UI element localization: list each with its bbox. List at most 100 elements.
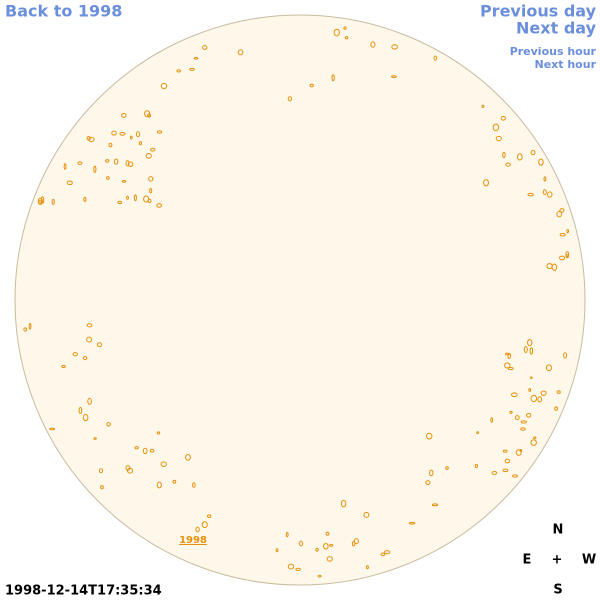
contour: [87, 397, 92, 405]
previous-hour-link[interactable]: Previous hour: [510, 45, 597, 58]
contour: [147, 113, 152, 118]
contour: [96, 342, 103, 348]
contour: [295, 567, 301, 571]
contour: [527, 339, 533, 347]
contour: [340, 499, 347, 508]
contour: [77, 161, 83, 166]
contour: [425, 480, 431, 486]
contour: [504, 458, 511, 464]
contour: [88, 136, 95, 143]
contour: [285, 531, 289, 538]
contour: [193, 56, 199, 60]
contour: [445, 466, 449, 470]
contour: [86, 323, 93, 328]
contour: [72, 352, 79, 357]
previous-day-link[interactable]: Previous day: [480, 2, 597, 21]
contour: [504, 362, 511, 369]
contour: [542, 189, 547, 196]
contour: [507, 367, 514, 371]
contour: [563, 352, 568, 359]
contour: [185, 453, 191, 461]
contour: [509, 410, 513, 414]
contour: [528, 388, 532, 392]
contour: [66, 180, 73, 186]
compass-north: N: [553, 523, 564, 538]
contour: [566, 229, 569, 234]
contour: [237, 49, 244, 56]
contour: [160, 82, 168, 90]
contour: [156, 203, 162, 208]
magnetogram-contours: [23, 26, 570, 578]
contour: [83, 196, 87, 202]
contour: [127, 161, 134, 168]
contour: [325, 531, 330, 536]
contour: [93, 165, 97, 173]
contour: [133, 194, 137, 202]
contour: [333, 28, 340, 37]
contour: [106, 422, 111, 427]
contour: [329, 544, 334, 547]
contour: [63, 163, 67, 170]
contour: [149, 448, 155, 453]
contour: [545, 364, 553, 372]
compass-center: +: [552, 553, 563, 568]
solar-disk: [14, 14, 586, 586]
contour: [201, 521, 208, 529]
back-link[interactable]: Back to 1998: [5, 2, 122, 21]
year-marker[interactable]: 1998: [179, 535, 207, 546]
contour: [150, 147, 156, 152]
contour: [201, 45, 208, 50]
contour: [126, 195, 129, 200]
contour: [343, 26, 347, 30]
compass-west: W: [582, 553, 596, 568]
contour: [559, 233, 566, 237]
contour: [206, 514, 212, 519]
contour: [138, 141, 143, 146]
contour: [113, 158, 119, 165]
contour: [546, 262, 553, 270]
contour: [431, 503, 439, 507]
next-day-link[interactable]: Next day: [516, 19, 597, 38]
contour: [82, 413, 89, 422]
contour: [530, 439, 537, 446]
contour: [483, 179, 489, 187]
next-hour-link[interactable]: Next hour: [535, 58, 597, 71]
contour: [28, 322, 32, 330]
contour: [530, 150, 536, 156]
contour: [481, 104, 485, 108]
contour: [492, 123, 500, 132]
contour: [130, 135, 133, 140]
contour: [502, 468, 509, 473]
contour: [149, 188, 153, 194]
contour: [106, 176, 110, 180]
contour: [495, 135, 502, 142]
contour: [533, 436, 537, 440]
contour: [391, 75, 397, 78]
contour: [556, 211, 563, 218]
contour: [363, 511, 370, 518]
contour: [287, 96, 293, 102]
contour: [126, 467, 134, 474]
contour: [105, 159, 110, 163]
contour: [502, 151, 506, 159]
contour: [365, 565, 369, 570]
contour: [323, 542, 329, 550]
contour: [537, 396, 543, 403]
compass-south: S: [553, 583, 562, 598]
contour: [408, 521, 416, 525]
compass-east: E: [523, 553, 532, 568]
contour: [426, 432, 433, 440]
contour: [100, 485, 104, 490]
contour: [135, 131, 141, 138]
contour: [51, 198, 55, 205]
contour: [505, 162, 511, 167]
contour: [317, 574, 322, 578]
contour: [275, 548, 279, 553]
contour: [514, 415, 520, 421]
contour: [559, 208, 565, 213]
contour: [142, 447, 148, 455]
contour: [353, 538, 359, 545]
contour: [176, 69, 181, 73]
contour: [117, 200, 123, 205]
